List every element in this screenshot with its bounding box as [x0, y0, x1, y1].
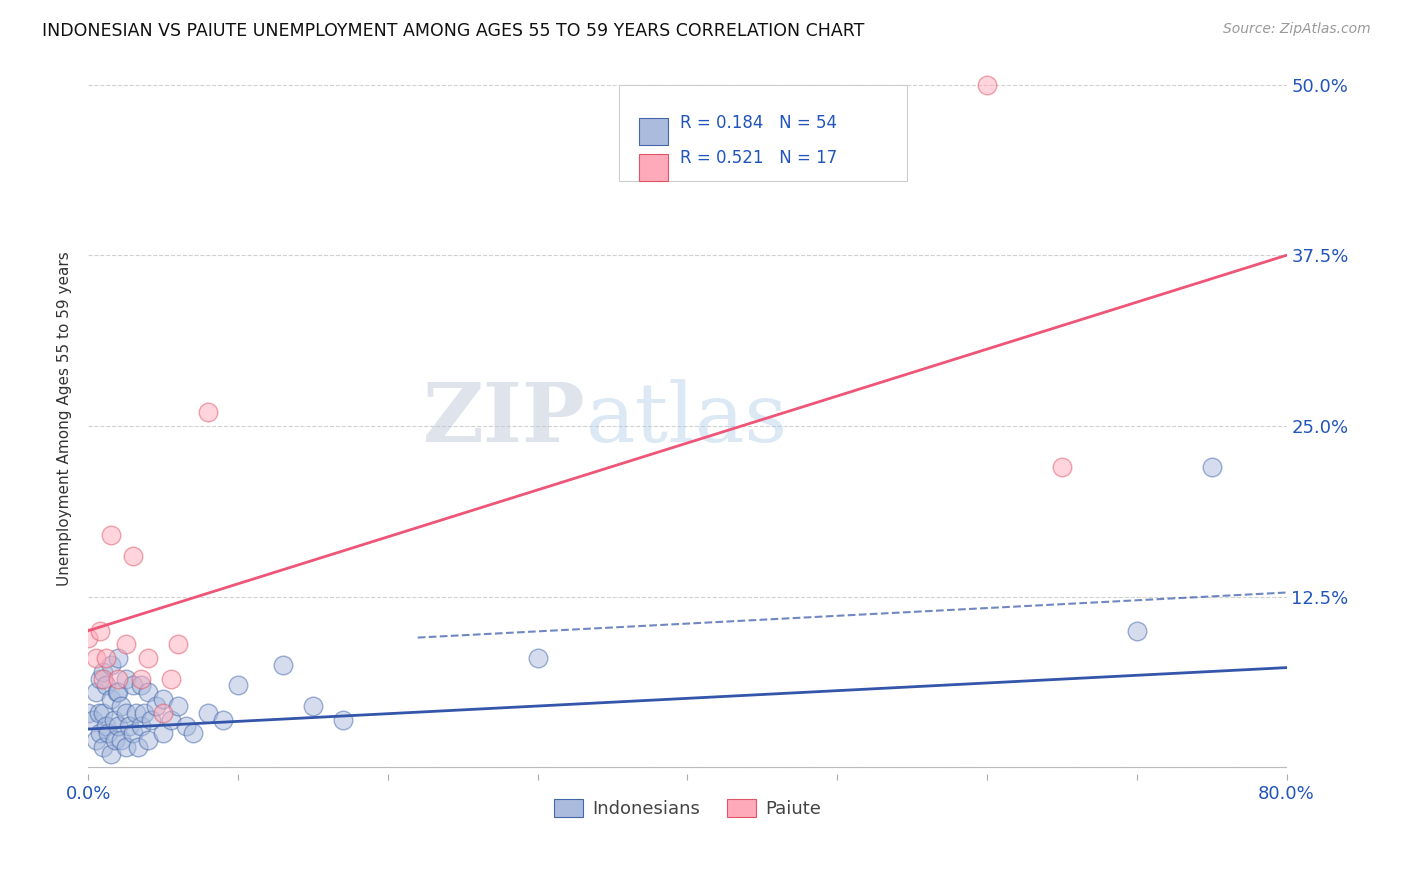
- Point: [100, 528, 122, 542]
- Point: [122, 549, 145, 563]
- Point: [136, 733, 159, 747]
- Point: [117, 719, 139, 733]
- Point: [89, 672, 111, 686]
- Point: [197, 706, 219, 720]
- Point: [181, 726, 204, 740]
- Point: [82, 713, 104, 727]
- Point: [226, 678, 249, 692]
- Point: [197, 405, 219, 419]
- Point: [114, 739, 136, 754]
- Point: [100, 657, 122, 672]
- Bar: [640, 153, 668, 180]
- Point: [271, 657, 294, 672]
- Point: [94, 651, 117, 665]
- Point: [94, 678, 117, 692]
- Text: R = 0.521   N = 17: R = 0.521 N = 17: [681, 149, 838, 167]
- Point: [91, 739, 114, 754]
- Point: [91, 672, 114, 686]
- Point: [152, 726, 174, 740]
- Point: [167, 637, 190, 651]
- Point: [132, 706, 155, 720]
- Point: [91, 665, 114, 679]
- Point: [212, 713, 235, 727]
- Point: [159, 713, 181, 727]
- Point: [145, 698, 167, 713]
- Point: [125, 706, 148, 720]
- Point: [87, 706, 110, 720]
- Point: [97, 726, 120, 740]
- Point: [526, 651, 548, 665]
- Point: [174, 719, 197, 733]
- Y-axis label: Unemployment Among Ages 55 to 59 years: Unemployment Among Ages 55 to 59 years: [58, 252, 72, 586]
- Legend: Indonesians, Paiute: Indonesians, Paiute: [547, 792, 828, 825]
- Point: [77, 631, 100, 645]
- Text: INDONESIAN VS PAIUTE UNEMPLOYMENT AMONG AGES 55 TO 59 YEARS CORRELATION CHART: INDONESIAN VS PAIUTE UNEMPLOYMENT AMONG …: [42, 22, 865, 40]
- Point: [159, 672, 181, 686]
- Point: [152, 706, 174, 720]
- Point: [136, 685, 159, 699]
- Point: [84, 733, 107, 747]
- Point: [114, 637, 136, 651]
- Point: [139, 713, 162, 727]
- Point: [107, 719, 129, 733]
- Point: [1050, 459, 1073, 474]
- Point: [107, 672, 129, 686]
- Point: [84, 685, 107, 699]
- Point: [107, 651, 129, 665]
- Point: [129, 672, 152, 686]
- Text: ZIP: ZIP: [423, 379, 585, 459]
- Text: R = 0.184   N = 54: R = 0.184 N = 54: [681, 113, 837, 132]
- Point: [332, 713, 354, 727]
- Point: [152, 692, 174, 706]
- Point: [104, 733, 127, 747]
- Point: [129, 678, 152, 692]
- Point: [129, 719, 152, 733]
- Point: [77, 706, 100, 720]
- Point: [1126, 624, 1149, 638]
- Point: [136, 651, 159, 665]
- Text: Source: ZipAtlas.com: Source: ZipAtlas.com: [1223, 22, 1371, 37]
- Point: [110, 733, 132, 747]
- Point: [167, 698, 190, 713]
- Point: [122, 726, 145, 740]
- Text: atlas: atlas: [585, 379, 787, 459]
- Point: [1201, 459, 1223, 474]
- Point: [114, 706, 136, 720]
- Point: [91, 706, 114, 720]
- Point: [114, 672, 136, 686]
- Point: [127, 739, 149, 754]
- Point: [89, 624, 111, 638]
- Point: [107, 685, 129, 699]
- Point: [103, 713, 125, 727]
- Point: [89, 726, 111, 740]
- Point: [100, 692, 122, 706]
- Point: [302, 698, 325, 713]
- Point: [122, 678, 145, 692]
- Point: [100, 747, 122, 761]
- Point: [976, 78, 998, 92]
- Point: [105, 685, 128, 699]
- Point: [94, 719, 117, 733]
- Bar: [640, 118, 668, 145]
- Point: [84, 651, 107, 665]
- Point: [110, 698, 132, 713]
- FancyBboxPatch shape: [619, 86, 907, 181]
